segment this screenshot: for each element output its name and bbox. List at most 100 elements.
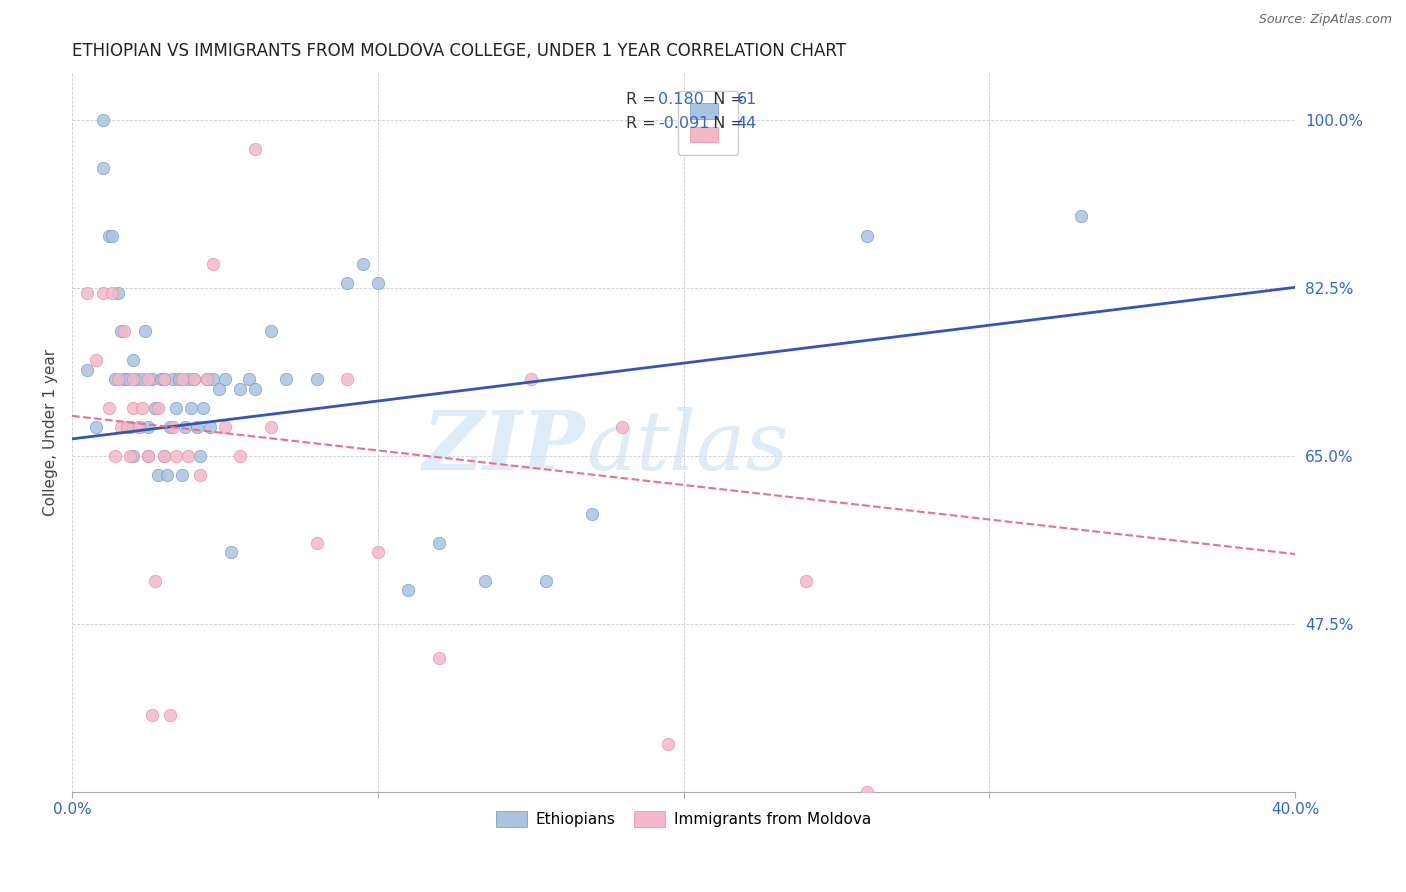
Point bbox=[76, 286, 98, 301]
Point bbox=[183, 372, 205, 386]
Point bbox=[122, 449, 145, 463]
Point bbox=[91, 161, 114, 176]
Point bbox=[138, 449, 160, 463]
Text: ETHIOPIAN VS IMMIGRANTS FROM MOLDOVA COLLEGE, UNDER 1 YEAR CORRELATION CHART: ETHIOPIAN VS IMMIGRANTS FROM MOLDOVA COL… bbox=[72, 42, 846, 60]
Point bbox=[152, 372, 174, 386]
Point bbox=[238, 372, 260, 386]
Text: -0.091: -0.091 bbox=[658, 116, 710, 130]
Point bbox=[152, 372, 174, 386]
Point bbox=[100, 286, 122, 301]
Point bbox=[165, 401, 187, 416]
Point bbox=[396, 583, 419, 598]
Point bbox=[214, 420, 236, 434]
Point bbox=[519, 372, 541, 386]
Point bbox=[125, 372, 148, 386]
Point bbox=[367, 277, 389, 291]
Point bbox=[115, 420, 138, 434]
Point bbox=[122, 353, 145, 368]
Point bbox=[107, 372, 129, 386]
Point bbox=[174, 420, 197, 434]
Point bbox=[856, 785, 879, 799]
Point bbox=[131, 401, 153, 416]
Point bbox=[195, 372, 218, 386]
Point bbox=[159, 708, 181, 723]
Point bbox=[260, 325, 283, 339]
Point bbox=[138, 372, 160, 386]
Point bbox=[91, 113, 114, 128]
Text: Source: ZipAtlas.com: Source: ZipAtlas.com bbox=[1258, 13, 1392, 27]
Point bbox=[274, 372, 297, 386]
Point bbox=[76, 363, 98, 377]
Text: 0.180: 0.180 bbox=[658, 93, 704, 107]
Point bbox=[427, 650, 450, 665]
Point bbox=[190, 468, 212, 483]
Text: 44: 44 bbox=[737, 116, 756, 130]
Point bbox=[112, 325, 135, 339]
Point bbox=[167, 372, 190, 386]
Point bbox=[177, 449, 200, 463]
Point bbox=[120, 420, 142, 434]
Point bbox=[138, 420, 160, 434]
Point bbox=[110, 325, 132, 339]
Point bbox=[86, 420, 108, 434]
Point bbox=[134, 325, 156, 339]
Point bbox=[245, 382, 267, 396]
Point bbox=[159, 420, 181, 434]
Point bbox=[128, 420, 150, 434]
Point bbox=[146, 401, 169, 416]
Point bbox=[474, 574, 496, 588]
Text: R =: R = bbox=[626, 116, 661, 130]
Point bbox=[352, 257, 374, 271]
Point bbox=[201, 257, 224, 271]
Point bbox=[195, 372, 218, 386]
Point bbox=[245, 142, 267, 156]
Text: atlas: atlas bbox=[586, 407, 789, 486]
Point bbox=[190, 449, 212, 463]
Point bbox=[367, 545, 389, 559]
Point bbox=[146, 468, 169, 483]
Point bbox=[112, 372, 135, 386]
Point bbox=[856, 228, 879, 243]
Text: N =: N = bbox=[703, 116, 749, 130]
Point bbox=[152, 449, 174, 463]
Point bbox=[612, 420, 634, 434]
Legend: Ethiopians, Immigrants from Moldova: Ethiopians, Immigrants from Moldova bbox=[488, 804, 879, 835]
Point bbox=[131, 372, 153, 386]
Point bbox=[1070, 210, 1092, 224]
Point bbox=[162, 420, 184, 434]
Text: R =: R = bbox=[626, 93, 661, 107]
Point bbox=[86, 353, 108, 368]
Point bbox=[156, 468, 179, 483]
Point bbox=[214, 372, 236, 386]
Point bbox=[97, 401, 120, 416]
Point bbox=[534, 574, 557, 588]
Point bbox=[657, 737, 679, 751]
Point bbox=[128, 420, 150, 434]
Text: ZIP: ZIP bbox=[423, 407, 586, 486]
Point bbox=[193, 401, 215, 416]
Point bbox=[104, 449, 127, 463]
Y-axis label: College, Under 1 year: College, Under 1 year bbox=[44, 349, 58, 516]
Point bbox=[186, 420, 208, 434]
Point bbox=[336, 277, 359, 291]
Point bbox=[208, 382, 231, 396]
Point bbox=[141, 708, 163, 723]
Point bbox=[581, 507, 603, 521]
Text: 61: 61 bbox=[737, 93, 756, 107]
Point bbox=[260, 420, 283, 434]
Point bbox=[229, 449, 252, 463]
Point bbox=[427, 535, 450, 549]
Point bbox=[107, 286, 129, 301]
Point bbox=[794, 574, 817, 588]
Point bbox=[100, 228, 122, 243]
Point bbox=[110, 420, 132, 434]
Point bbox=[201, 372, 224, 386]
Point bbox=[149, 372, 172, 386]
Point bbox=[97, 228, 120, 243]
Point bbox=[172, 468, 194, 483]
Point bbox=[162, 372, 184, 386]
Point bbox=[219, 545, 242, 559]
Text: N =: N = bbox=[703, 93, 749, 107]
Point bbox=[115, 372, 138, 386]
Point bbox=[120, 449, 142, 463]
